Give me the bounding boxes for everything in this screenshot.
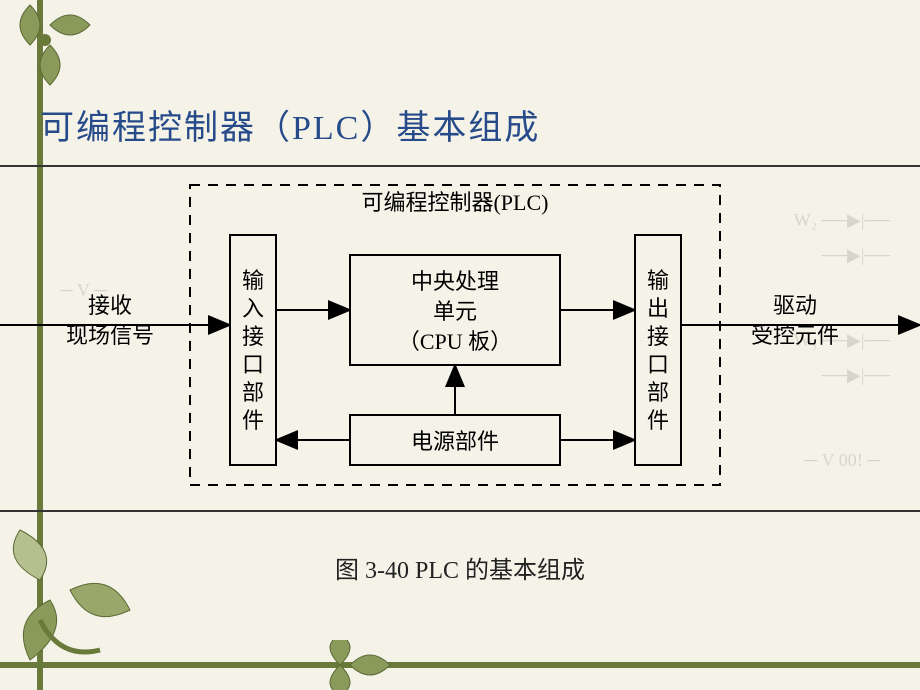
- svg-text:口: 口: [647, 352, 669, 377]
- svg-text:接收: 接收: [88, 293, 132, 318]
- svg-text:口: 口: [242, 352, 264, 377]
- vine-bottom: [0, 640, 920, 690]
- slide: { "title": "可编程控制器（PLC）基本组成", "caption":…: [0, 0, 920, 690]
- svg-text:输: 输: [242, 268, 264, 293]
- svg-text:件: 件: [242, 408, 264, 433]
- svg-text:输: 输: [647, 268, 669, 293]
- corner-leaf-top: [0, 0, 100, 95]
- figure-caption: 图 3-40 PLC 的基本组成: [0, 550, 920, 585]
- svg-text:入: 入: [242, 296, 264, 321]
- svg-text:出: 出: [647, 296, 669, 321]
- plc-block-diagram: 可编程控制器(PLC)接收现场信号输入接口部件中央处理单元（CPU 板）电源部件…: [0, 165, 920, 575]
- svg-text:驱动: 驱动: [773, 293, 817, 318]
- svg-text:中央处理: 中央处理: [411, 269, 499, 294]
- svg-text:（CPU 板）: （CPU 板）: [398, 329, 512, 354]
- svg-text:受控元件: 受控元件: [751, 323, 839, 348]
- svg-text:电源部件: 电源部件: [411, 429, 499, 454]
- bottom-rule: [0, 510, 920, 512]
- page-title: 可编程控制器（PLC）基本组成: [40, 100, 540, 149]
- svg-text:接: 接: [242, 324, 264, 349]
- svg-text:件: 件: [647, 408, 669, 433]
- svg-text:部: 部: [647, 380, 669, 405]
- svg-text:部: 部: [242, 380, 264, 405]
- svg-text:可编程控制器(PLC): 可编程控制器(PLC): [361, 190, 548, 215]
- svg-text:接: 接: [647, 324, 669, 349]
- svg-text:现场信号: 现场信号: [66, 323, 154, 348]
- svg-text:单元: 单元: [433, 299, 477, 324]
